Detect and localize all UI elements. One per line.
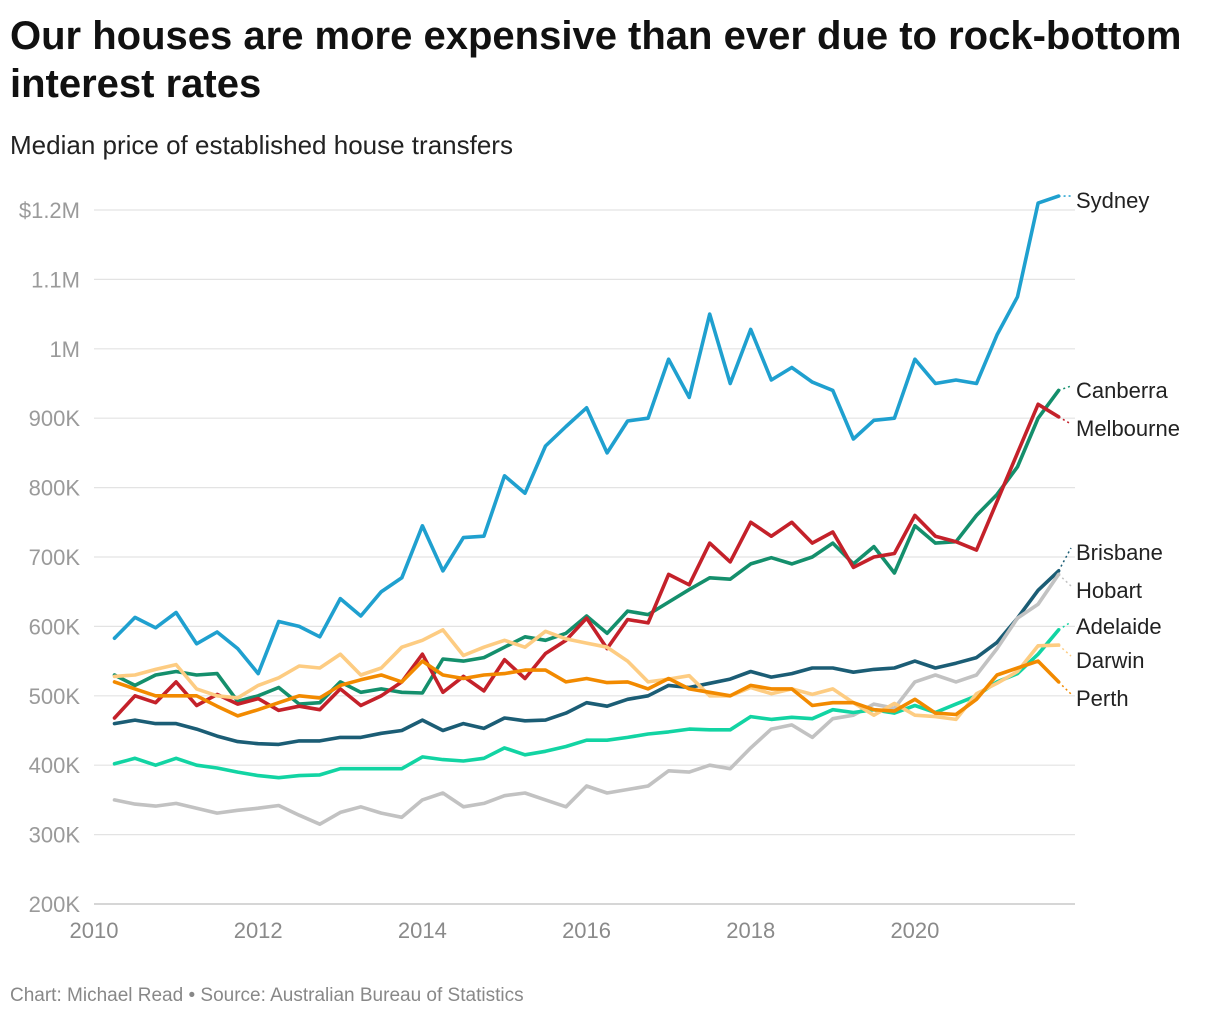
grid-lines — [94, 209, 1075, 905]
series-line-adelaide — [112, 628, 1061, 780]
line-chart: 200K 300K 400K 500K 600K 700K 800K 900K 1M 1.1M $1… — [19, 188, 1180, 943]
chart-source-credit: Chart: Michael Read • Source: Australian… — [10, 985, 524, 1006]
x-tick-label: 2010 — [70, 918, 119, 943]
x-tick-label: 2014 — [398, 918, 447, 943]
y-tick-label: 1.1M — [31, 267, 80, 292]
y-tick-label: 300K — [29, 823, 81, 848]
series-label-melbourne: Melbourne — [1076, 416, 1180, 441]
connector-perth — [1058, 681, 1072, 695]
y-tick-label: 500K — [29, 684, 81, 709]
series-label-brisbane: Brisbane — [1076, 540, 1163, 565]
series-label-adelaide: Adelaide — [1076, 614, 1162, 639]
x-tick-label: 2012 — [234, 918, 283, 943]
y-axis-ticks: 200K 300K 400K 500K 600K 700K 800K 900K 1M 1.1M $1… — [19, 198, 80, 917]
connector-darwin — [1058, 644, 1072, 657]
connector-brisbane — [1057, 547, 1072, 572]
chart-title: Our houses are more expensive than ever … — [10, 14, 1182, 106]
x-tick-label: 2020 — [890, 918, 939, 943]
y-tick-label: 900K — [29, 406, 81, 431]
series-label-hobart: Hobart — [1076, 578, 1142, 603]
chart-subtitle: Median price of established house transf… — [10, 130, 513, 160]
connector-canberra — [1058, 385, 1072, 392]
y-tick-label: 800K — [29, 476, 81, 501]
series-label-darwin: Darwin — [1076, 648, 1144, 673]
y-tick-label: 600K — [29, 614, 81, 639]
y-tick-label: 700K — [29, 545, 81, 570]
connector-melbourne — [1058, 416, 1072, 425]
series-line-sydney — [112, 194, 1061, 676]
series-line-perth — [112, 659, 1061, 718]
y-tick-label: 1M — [49, 337, 80, 362]
series-label-canberra: Canberra — [1076, 378, 1168, 403]
x-axis-ticks: 2010 2012 2014 2016 2018 2020 — [70, 918, 940, 943]
series-lines — [112, 194, 1072, 826]
x-tick-label: 2016 — [562, 918, 611, 943]
x-tick-label: 2018 — [726, 918, 775, 943]
y-tick-label: $1.2M — [19, 198, 80, 223]
series-end-labels: Sydney Canberra Melbourne Brisbane Hobart Ade… — [1076, 188, 1180, 711]
y-tick-label: 400K — [29, 753, 81, 778]
series-label-sydney: Sydney — [1076, 188, 1149, 213]
connector-hobart — [1058, 573, 1072, 587]
y-tick-label: 200K — [29, 892, 81, 917]
series-line-brisbane — [112, 569, 1061, 747]
series-line-canberra — [112, 388, 1061, 706]
series-label-perth: Perth — [1076, 686, 1129, 711]
series-line-hobart — [112, 572, 1061, 826]
